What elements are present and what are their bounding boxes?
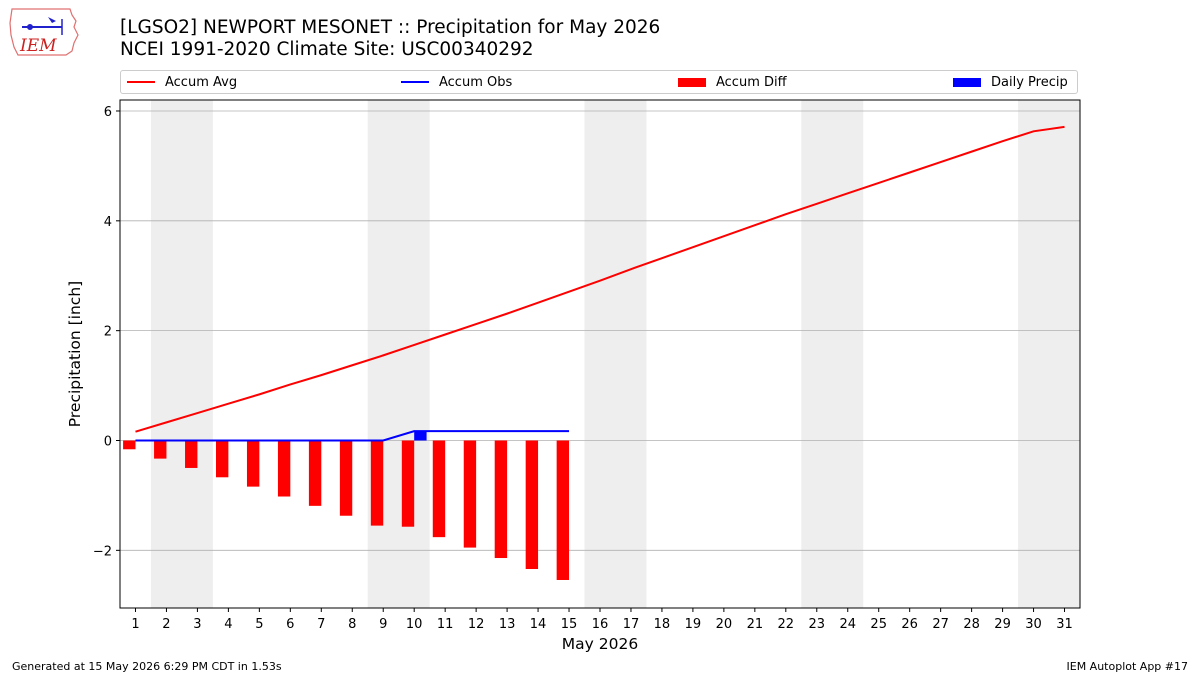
x-tick-label: 2 xyxy=(162,617,170,632)
x-tick-label: 20 xyxy=(716,617,733,632)
x-tick-label: 30 xyxy=(1025,617,1042,632)
footer-generated-text: Generated at 15 May 2026 6:29 PM CDT in … xyxy=(12,660,282,673)
accum-diff-bar-9 xyxy=(370,440,384,526)
x-tick-label: 3 xyxy=(193,617,201,632)
y-tick-label: 4 xyxy=(104,215,112,230)
accum-diff-bar-5 xyxy=(246,440,260,487)
legend-label-accum-avg: Accum Avg xyxy=(165,74,238,90)
x-tick-label: 26 xyxy=(901,617,918,632)
x-tick-label: 14 xyxy=(530,617,547,632)
chart-subtitle: NCEI 1991-2020 Climate Site: USC00340292 xyxy=(120,39,534,60)
accum-diff-bar-14 xyxy=(525,440,539,570)
y-tick-label: 0 xyxy=(104,434,112,449)
weekend-shade-1 xyxy=(150,100,213,608)
x-tick-label: 28 xyxy=(963,617,980,632)
accum-avg-line xyxy=(135,125,1065,433)
x-tick-label: 6 xyxy=(286,617,294,632)
y-tick-label: −2 xyxy=(93,544,112,559)
legend-item-daily-precip: Daily Precip xyxy=(953,71,1068,93)
y-tick-label: 2 xyxy=(104,325,112,340)
legend-item-accum-diff: Accum Diff xyxy=(678,71,787,93)
x-tick-label: 8 xyxy=(348,617,356,632)
legend-item-accum-obs: Accum Obs xyxy=(401,71,512,93)
x-tick-label: 17 xyxy=(623,617,640,632)
x-tick-label: 1 xyxy=(131,617,139,632)
x-tick-label: 11 xyxy=(437,617,454,632)
daily-precip-bar-10 xyxy=(414,431,427,441)
x-axis-label: May 2026 xyxy=(562,635,638,653)
weekend-shade-5 xyxy=(1018,100,1080,608)
y-tick-label: 6 xyxy=(104,105,112,120)
iem-logo: IEM xyxy=(8,5,80,59)
x-tick-label: 5 xyxy=(255,617,263,632)
logo-text: IEM xyxy=(19,36,57,56)
x-tick-label: 18 xyxy=(654,617,671,632)
legend-label-accum-diff: Accum Diff xyxy=(716,74,787,90)
x-tick-label: 27 xyxy=(932,617,949,632)
x-tick-label: 15 xyxy=(561,617,578,632)
y-axis-label: Precipitation [inch] xyxy=(66,281,84,427)
accum-diff-bar-12 xyxy=(463,440,477,548)
accum-diff-bar-1 xyxy=(123,440,136,450)
x-tick-label: 22 xyxy=(778,617,795,632)
accum-diff-bar-3 xyxy=(185,440,198,468)
legend-item-accum-avg: Accum Avg xyxy=(127,71,237,93)
x-tick-label: 25 xyxy=(870,617,887,632)
accum-diff-bar-13 xyxy=(494,440,508,559)
x-tick-label: 31 xyxy=(1056,617,1073,632)
accum-diff-bar-2 xyxy=(154,440,167,459)
legend-swatch-accum-avg xyxy=(127,81,155,83)
accum-diff-bar-11 xyxy=(432,440,446,538)
accum-diff-bar-8 xyxy=(339,440,353,516)
x-tick-label: 12 xyxy=(468,617,485,632)
accum-diff-bar-6 xyxy=(277,440,291,497)
chart-legend: Accum Avg Accum Obs Accum Diff Daily Pre… xyxy=(120,70,1078,94)
legend-swatch-accum-obs xyxy=(401,81,429,83)
weekend-shade-4 xyxy=(801,100,864,608)
legend-label-daily-precip: Daily Precip xyxy=(991,74,1068,90)
x-tick-label: 10 xyxy=(406,617,423,632)
iowa-outline-icon xyxy=(9,8,79,56)
accum-diff-bar-15 xyxy=(556,440,570,580)
accum-obs-line xyxy=(135,430,570,442)
x-tick-label: 13 xyxy=(499,617,516,632)
x-tick-label: 16 xyxy=(592,617,609,632)
legend-label-accum-obs: Accum Obs xyxy=(439,74,513,90)
chart-title: [LGSO2] NEWPORT MESONET :: Precipitation… xyxy=(120,17,661,38)
accum-diff-bar-7 xyxy=(308,440,322,506)
x-tick-label: 29 xyxy=(994,617,1011,632)
x-tick-label: 4 xyxy=(224,617,232,632)
footer-app-label: IEM Autoplot App #17 xyxy=(1066,660,1189,673)
x-tick-label: 19 xyxy=(685,617,702,632)
x-tick-label: 24 xyxy=(839,617,856,632)
accum-diff-bar-10 xyxy=(401,440,415,527)
legend-swatch-daily-precip xyxy=(953,77,981,87)
weekend-shade-2 xyxy=(367,100,430,608)
legend-swatch-accum-diff xyxy=(678,77,706,87)
weekend-shade-3 xyxy=(584,100,647,608)
x-tick-label: 23 xyxy=(809,617,826,632)
x-tick-label: 7 xyxy=(317,617,325,632)
accum-diff-bar-4 xyxy=(216,440,229,478)
x-tick-label: 9 xyxy=(379,617,387,632)
x-tick-label: 21 xyxy=(747,617,764,632)
